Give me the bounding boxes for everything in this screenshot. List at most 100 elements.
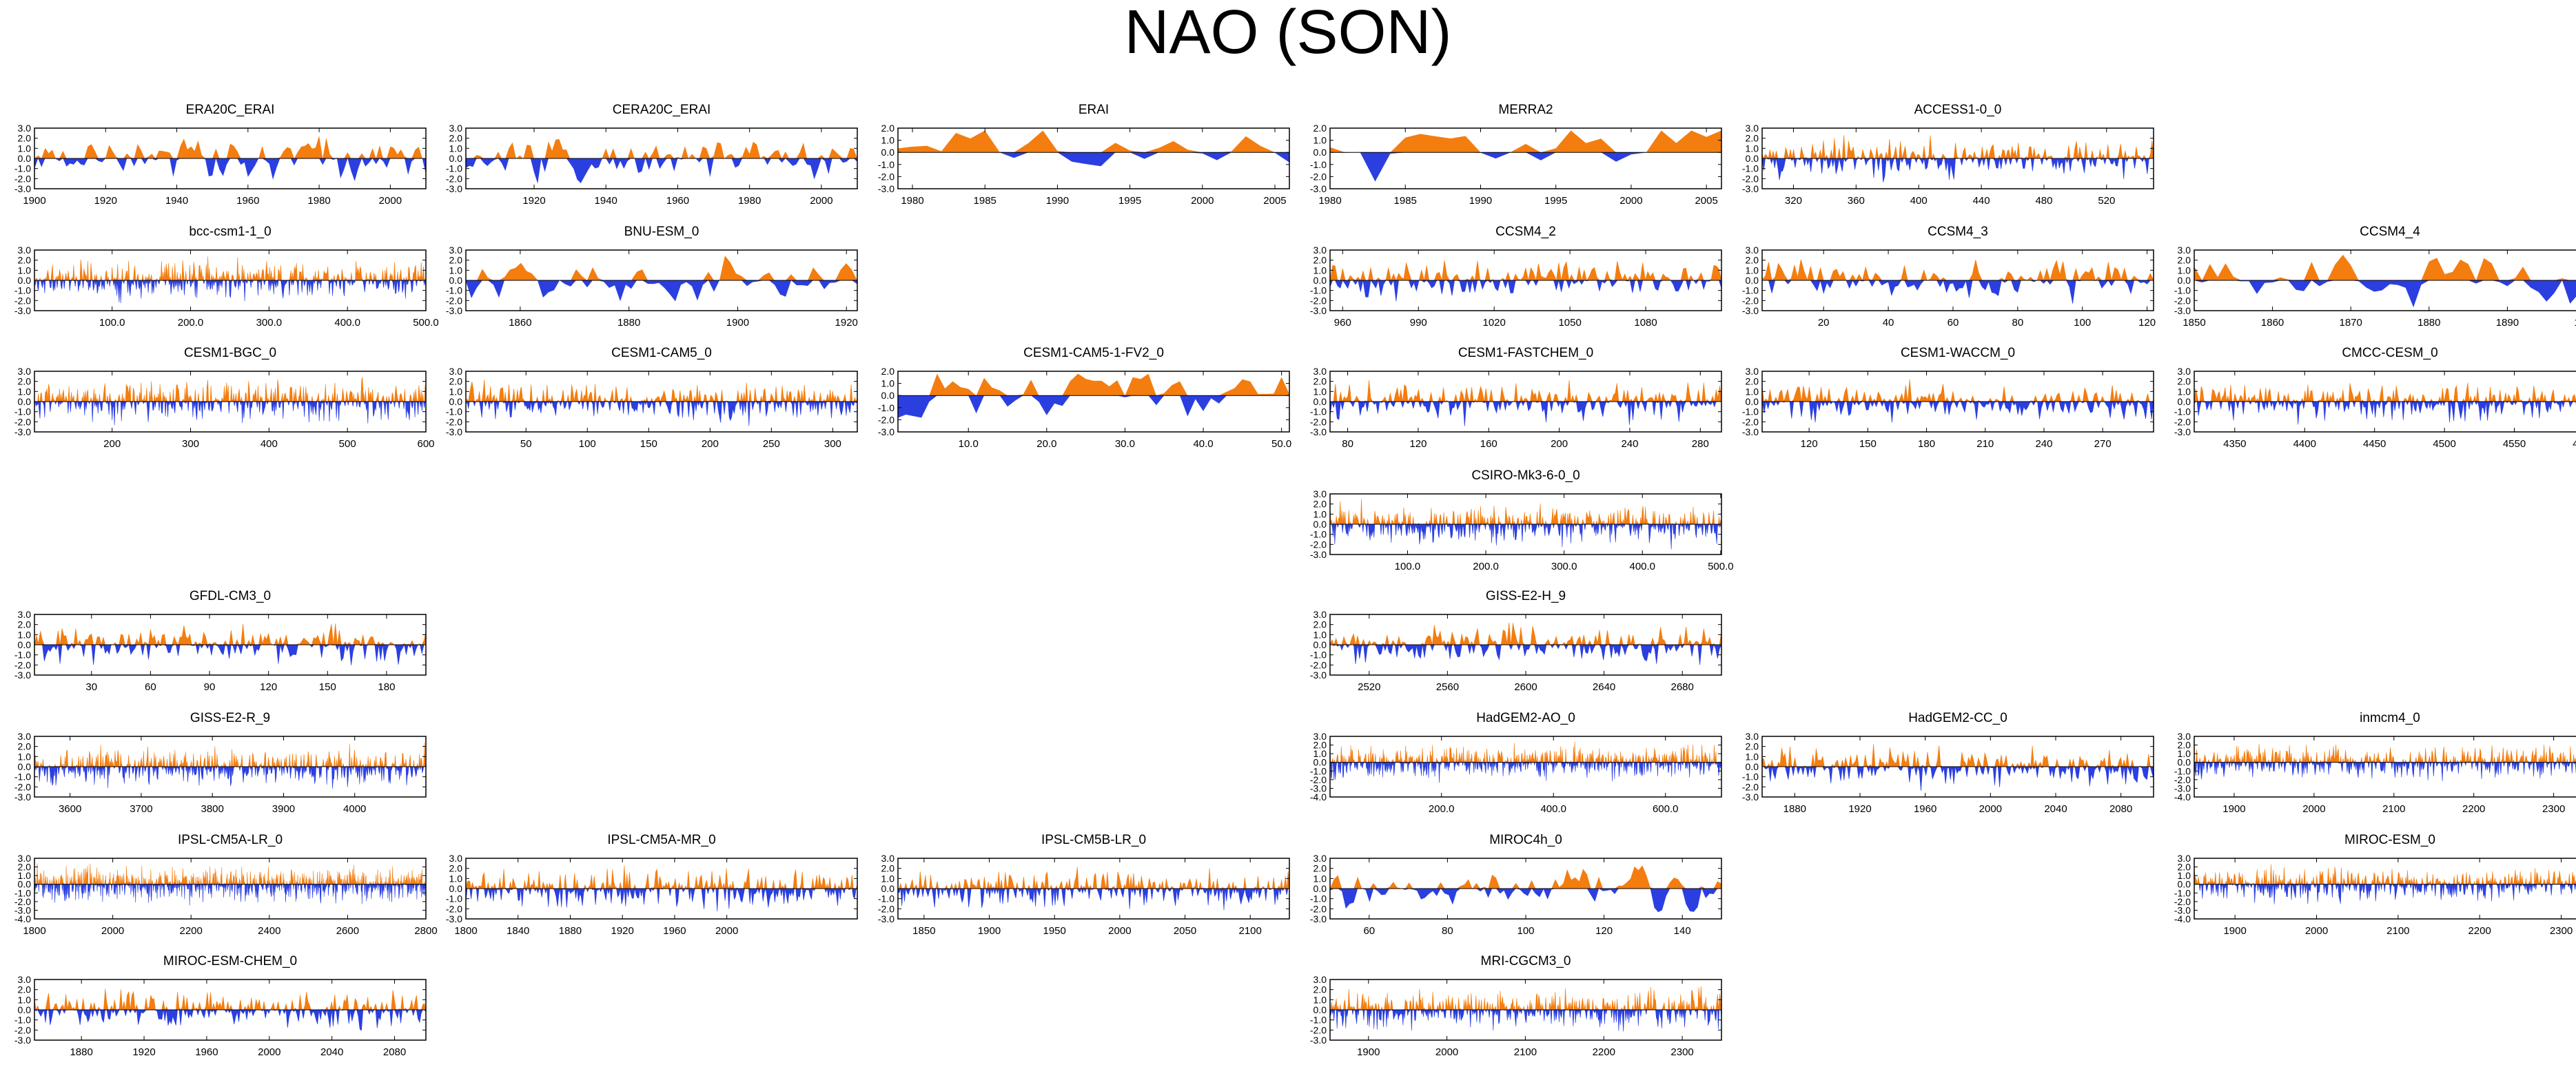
y-tick-label: 3.0: [1746, 366, 1759, 377]
y-tick-label: 0.0: [449, 275, 463, 286]
x-tick-label: 1980: [901, 195, 923, 207]
panel-title: CERA20C_ERAI: [612, 103, 711, 117]
positive-area: [1330, 130, 1721, 153]
y-tick-label: -2.0: [446, 903, 462, 914]
y-tick-label: -3.0: [2174, 426, 2191, 437]
panel-title: IPSL-CM5A-LR_0: [177, 833, 283, 847]
y-tick-label: 1.0: [1313, 386, 1327, 397]
negative-area: [33, 1008, 427, 1031]
y-tick-label: 2.0: [881, 366, 895, 377]
x-tick-label: 1920: [1848, 803, 1871, 815]
x-tick-label: 1800: [23, 925, 45, 937]
panel-title: CESM1-WACCM_0: [1900, 346, 2016, 360]
x-tick-label: 50.0: [1271, 438, 1291, 450]
x-tick-label: 4500: [2433, 438, 2455, 450]
y-tick-label: 0.0: [881, 883, 895, 894]
x-tick-label: 440: [1973, 195, 1990, 207]
x-tick-label: 1985: [974, 195, 996, 207]
timeseries-plot: -3.0-2.0-1.00.01.02.03.0 3600 3700 3800 3900…: [14, 731, 427, 815]
x-tick-label: 400: [260, 438, 278, 450]
negative-area: [2194, 280, 2576, 308]
y-tick-label: 2.0: [1313, 376, 1327, 387]
y-tick-label: 2.0: [2178, 255, 2191, 266]
x-tick-label: 1990: [1046, 195, 1069, 207]
y-tick-label: -2.0: [878, 903, 895, 914]
x-tick-label: 100: [1517, 925, 1534, 937]
x-tick-label: 2000: [715, 925, 738, 937]
panel-title: CCSM4_2: [1495, 225, 1556, 239]
y-tick-label: 0.0: [18, 1004, 32, 1015]
y-tick-label: 3.0: [881, 853, 895, 864]
panel-cesm1-cam5-1-fv2-0: CESM1-CAM5-1-FV2_0 -3.0 -2.0 -1.0 0.0 1.0 2.0 1…: [863, 346, 1294, 457]
x-tick-label: 2200: [180, 925, 203, 937]
y-tick-label: -2.0: [14, 416, 31, 427]
y-tick-label: 0.0: [2178, 757, 2191, 768]
plot-frame: [34, 858, 427, 920]
y-tick-label: -2.0: [1742, 416, 1759, 427]
timeseries-plot: -3.0-2.0-1.00.01.02.03.0 200 300 400 500 600: [14, 366, 435, 450]
y-tick-label: 2.0: [1313, 499, 1327, 510]
x-tick-label: 1920: [522, 195, 545, 207]
y-tick-label: -2.0: [14, 1024, 31, 1035]
panel-erai: ERAI -3.0 -2.0 -1.0 0.0 1.0 2.0 1980 1985 1990 199…: [863, 103, 1294, 214]
x-tick-label: 1080: [1634, 317, 1657, 329]
y-tick-label: -1.0: [1310, 406, 1327, 417]
panel-title: ERAI: [1078, 103, 1110, 117]
x-tick-label: 500.0: [1708, 561, 1734, 572]
y-tick-label: -3.0: [446, 305, 462, 316]
y-tick-label: -1.0: [2174, 406, 2191, 417]
y-tick-label: -1.0: [14, 771, 31, 783]
y-tick-label: 3.0: [1746, 123, 1759, 134]
x-tick-label: 2000: [2305, 925, 2328, 937]
panel-title: MRI-CGCM3_0: [1480, 954, 1571, 968]
x-tick-label: 280: [1692, 438, 1709, 450]
y-tick-label: -3.0: [14, 904, 31, 915]
y-tick-label: 2.0: [1313, 619, 1327, 630]
panel-ccsm4-3: CCSM4_3 -3.0 -2.0 -1.0 0.0 1.0 2.0 3.0 20 40 60 80 1…: [1728, 225, 2158, 335]
x-tick-label: 1995: [1118, 195, 1141, 207]
x-tick-label: 2040: [2044, 803, 2067, 815]
timeseries-plot: -3.0-2.0-1.00.01.02.0 1980 1985 1990 1995 200…: [878, 123, 1290, 207]
negative-area: [1762, 279, 2154, 304]
x-tick-label: 320: [1785, 195, 1802, 207]
y-tick-label: -1.0: [1310, 529, 1327, 540]
plot-frame: [1329, 736, 1722, 798]
x-tick-label: 20: [1818, 317, 1830, 329]
x-tick-label: 1900: [726, 317, 749, 329]
y-tick-label: -2.0: [2174, 896, 2191, 907]
y-tick-label: 2.0: [881, 123, 895, 134]
panel-title: CESM1-CAM5_0: [611, 346, 712, 360]
x-tick-label: 1880: [617, 317, 640, 329]
y-tick-label: 1.0: [881, 378, 895, 389]
y-tick-label: 1.0: [2178, 748, 2191, 759]
y-tick-label: 0.0: [1313, 275, 1327, 286]
timeseries-plot: -3.0-2.0-1.00.01.02.03.0 100.0 200.0 300.0 4…: [14, 245, 439, 329]
x-tick-label: 150: [640, 438, 657, 450]
y-tick-label: 0.0: [1746, 396, 1759, 407]
y-tick-label: 3.0: [18, 366, 32, 377]
x-tick-label: 300.0: [256, 317, 283, 329]
negative-area: [1761, 400, 2154, 423]
x-tick-label: 2300: [1670, 1046, 1693, 1058]
x-tick-label: 1920: [94, 195, 117, 207]
x-tick-label: 250: [763, 438, 780, 450]
y-tick-label: -1.0: [1742, 771, 1759, 783]
y-tick-label: -1.0: [2174, 285, 2191, 296]
y-tick-label: 0.0: [1313, 883, 1327, 894]
y-tick-label: -2.0: [446, 173, 462, 184]
x-tick-label: 3700: [130, 803, 152, 815]
x-tick-label: 1900: [978, 925, 1001, 937]
panel-title: CESM1-BGC_0: [183, 346, 277, 360]
y-tick-label: -2.0: [446, 295, 462, 306]
x-tick-label: 2200: [2468, 925, 2491, 937]
y-tick-label: -2.0: [1310, 774, 1327, 785]
y-tick-label: 1.0: [2178, 870, 2191, 881]
y-tick-label: -1.0: [14, 650, 31, 661]
y-tick-label: -4.0: [2174, 791, 2191, 802]
x-tick-label: 120: [260, 681, 277, 693]
x-tick-label: 1890: [2496, 317, 2519, 329]
negative-area: [1330, 761, 1722, 783]
timeseries-plot: -3.0-2.0-1.00.01.02.03.0 1860 1880 1900 1920: [446, 245, 858, 329]
y-tick-label: -1.0: [1310, 1015, 1327, 1026]
